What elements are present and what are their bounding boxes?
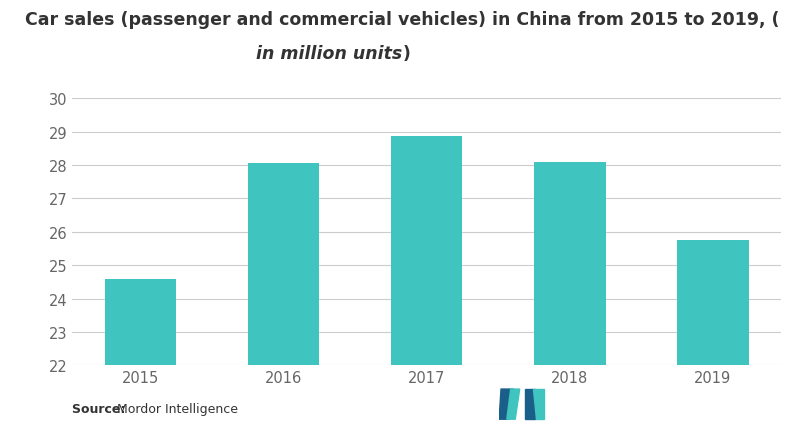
Bar	[677, 241, 749, 430]
Text: Source:: Source:	[72, 402, 130, 415]
Text: ): )	[402, 45, 411, 63]
Text: Mordor Intelligence: Mordor Intelligence	[117, 402, 237, 415]
Bar	[105, 279, 176, 430]
Polygon shape	[499, 389, 514, 419]
Text: Car sales (passenger and commercial vehicles) in China from 2015 to 2019, (: Car sales (passenger and commercial vehi…	[25, 11, 780, 29]
Text: in million units: in million units	[256, 45, 402, 63]
Bar	[391, 136, 462, 430]
Polygon shape	[533, 389, 544, 419]
Bar	[534, 163, 605, 430]
Polygon shape	[507, 389, 520, 419]
Bar	[248, 164, 320, 430]
Polygon shape	[525, 389, 535, 419]
